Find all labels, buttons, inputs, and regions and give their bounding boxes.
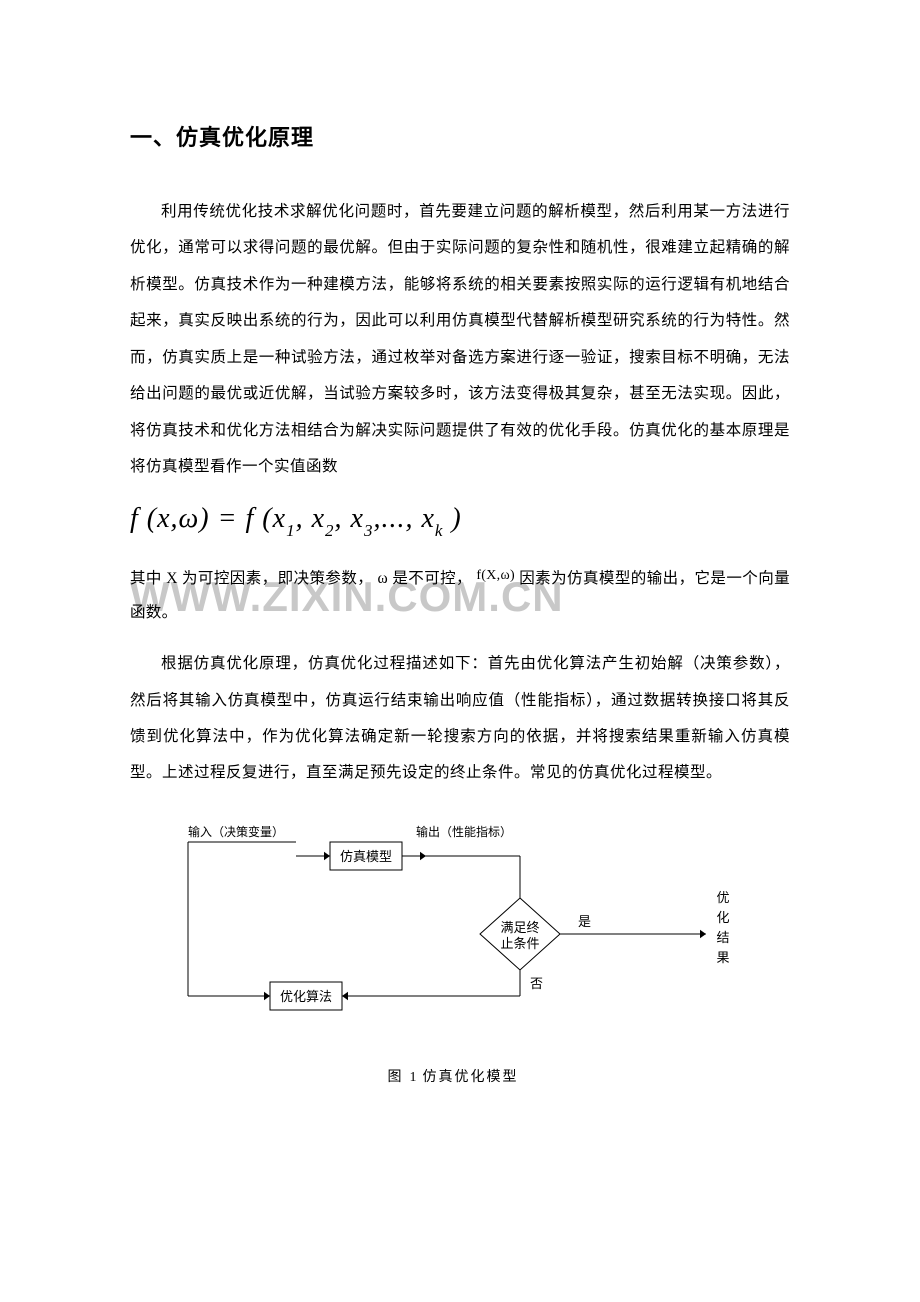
svg-text:仿真模型: 仿真模型 — [340, 849, 392, 864]
svg-text:满足终: 满足终 — [500, 920, 539, 935]
svg-text:否: 否 — [530, 976, 543, 991]
formula-explanation: 其中 X 为可控因素，即决策参数， ω 是不可控， f(X,ω) 因素为仿真模型… — [130, 561, 790, 630]
section-heading: 一、仿真优化原理 — [130, 120, 790, 152]
intro-paragraph: 利用传统优化技术求解优化问题时，首先要建立问题的解析模型，然后利用某一方法进行优… — [130, 194, 790, 485]
figure-caption: 图1仿真优化模型 — [158, 1066, 748, 1086]
svg-text:果: 果 — [716, 950, 729, 965]
page-content: 一、仿真优化原理 利用传统优化技术求解优化问题时，首先要建立问题的解析模型，然后… — [0, 0, 920, 1166]
svg-text:结: 结 — [716, 930, 729, 945]
svg-text:优: 优 — [716, 890, 729, 905]
svg-text:化: 化 — [716, 910, 729, 925]
svg-text:止条件: 止条件 — [500, 936, 539, 951]
main-formula: f (x,ω) = f (x1, x2, x3,..., xk ) — [130, 503, 790, 539]
svg-text:是: 是 — [578, 914, 591, 929]
process-paragraph: 根据仿真优化原理，仿真优化过程描述如下：首先由优化算法产生初始解（决策参数），然… — [130, 646, 790, 792]
simulation-optimization-diagram: 输入（决策变量） 输出（性能指标） 仿真模型优化算法 满足终止条件 是否 优化结果 图1仿… — [158, 822, 748, 1086]
svg-text:输出（性能指标）: 输出（性能指标） — [416, 824, 512, 839]
svg-text:优化算法: 优化算法 — [280, 989, 332, 1004]
svg-text:输入（决策变量）: 输入（决策变量） — [188, 824, 284, 839]
